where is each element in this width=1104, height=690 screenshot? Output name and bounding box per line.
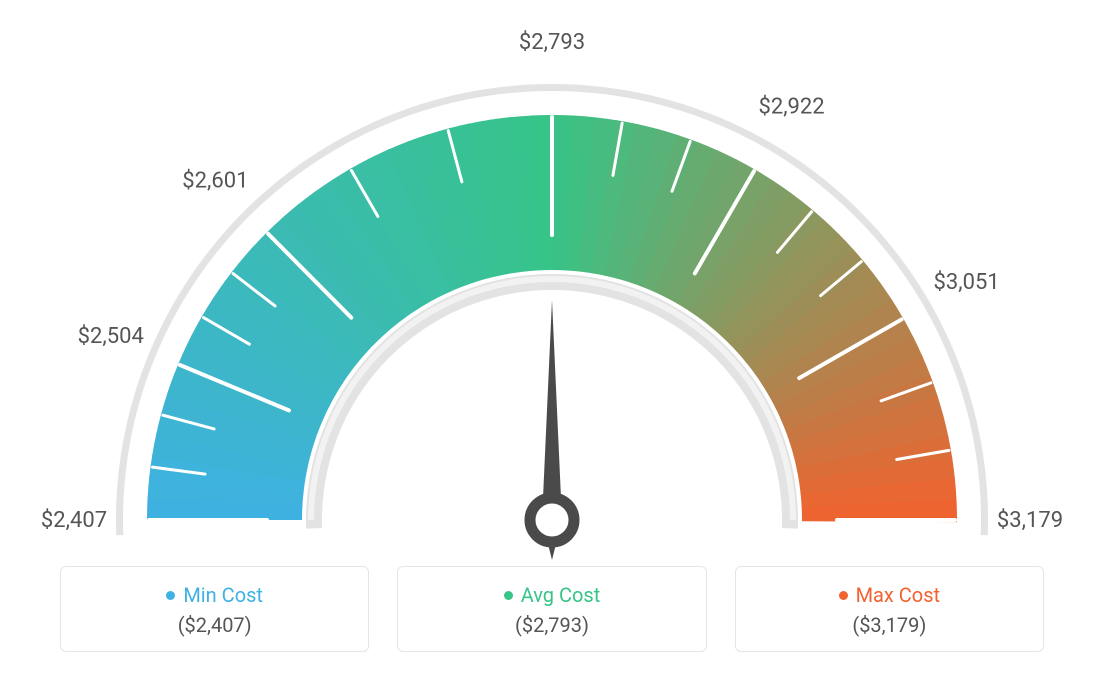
legend-value-min: ($2,407): [71, 613, 358, 637]
legend-label: Max Cost: [856, 583, 941, 607]
svg-text:$2,793: $2,793: [519, 30, 585, 55]
gauge-svg: $2,407 $2,504 $2,601 $2,793 $2,922 $3,051 $3,1…: [0, 0, 1104, 560]
cost-gauge: $2,407 $2,504 $2,601 $2,793 $2,922 $3,051 $3,1…: [0, 0, 1104, 560]
legend-card-min: Min Cost ($2,407): [60, 566, 369, 652]
svg-text:$2,922: $2,922: [758, 94, 824, 119]
legend-label: Min Cost: [183, 583, 263, 607]
svg-text:$3,179: $3,179: [997, 508, 1063, 533]
svg-text:$3,051: $3,051: [934, 270, 1000, 295]
svg-text:$2,407: $2,407: [41, 508, 107, 533]
legend-title-avg: Avg Cost: [504, 583, 601, 607]
dot-icon: [504, 591, 513, 600]
legend-card-avg: Avg Cost ($2,793): [397, 566, 706, 652]
legend-row: Min Cost ($2,407) Avg Cost ($2,793) Max …: [0, 566, 1104, 652]
legend-card-max: Max Cost ($3,179): [735, 566, 1044, 652]
dot-icon: [166, 591, 175, 600]
legend-title-max: Max Cost: [839, 583, 941, 607]
svg-text:$2,504: $2,504: [78, 324, 144, 349]
svg-text:$2,601: $2,601: [182, 169, 248, 194]
legend-label: Avg Cost: [521, 583, 601, 607]
legend-value-avg: ($2,793): [408, 613, 695, 637]
legend-title-min: Min Cost: [166, 583, 263, 607]
dot-icon: [839, 591, 848, 600]
legend-value-max: ($3,179): [746, 613, 1033, 637]
